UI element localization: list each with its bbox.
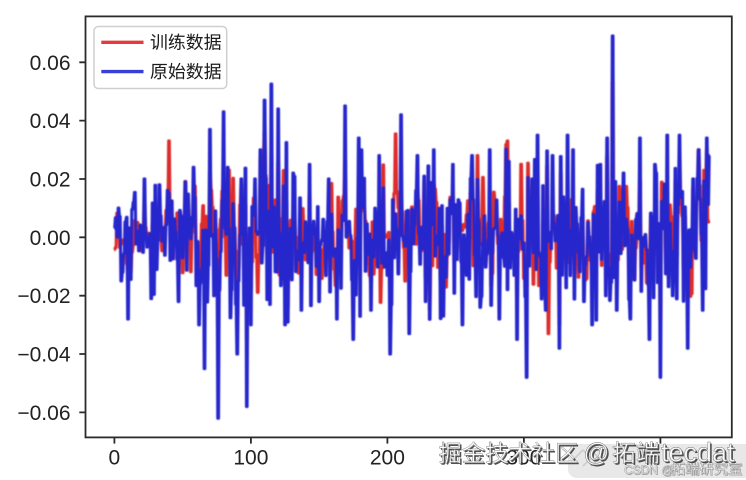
- svg-text:CSDN @: CSDN @: [624, 463, 674, 477]
- svg-text:300: 300: [506, 447, 541, 470]
- svg-text:100: 100: [233, 447, 268, 470]
- svg-text:@: @: [584, 440, 610, 468]
- svg-text:@: @: [585, 441, 611, 469]
- svg-text:0: 0: [109, 447, 121, 470]
- svg-text:−0.02: −0.02: [17, 285, 70, 308]
- svg-text:0.04: 0.04: [30, 110, 71, 133]
- svg-text:0.02: 0.02: [30, 169, 71, 192]
- svg-text:0.00: 0.00: [30, 227, 71, 250]
- svg-text:tecdat: tecdat: [663, 439, 737, 469]
- svg-text:−0.06: −0.06: [17, 402, 70, 425]
- svg-text:200: 200: [370, 447, 405, 470]
- svg-text:−0.04: −0.04: [17, 344, 70, 367]
- svg-text:0.06: 0.06: [30, 52, 71, 75]
- svg-text:CSDN @: CSDN @: [625, 464, 675, 478]
- svg-text:tecdat: tecdat: [661, 438, 735, 468]
